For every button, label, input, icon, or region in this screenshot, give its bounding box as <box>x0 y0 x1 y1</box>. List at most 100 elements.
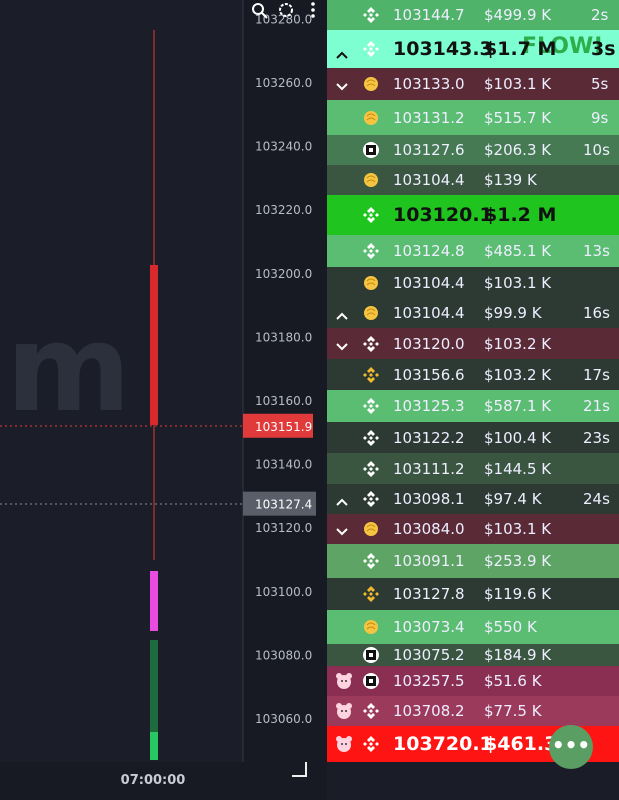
trade-amount: $144.5 K <box>484 459 552 478</box>
arrow-icon <box>335 78 349 96</box>
trade-amount: $184.9 K <box>484 646 552 664</box>
flow-badge: FLOW! <box>522 34 604 59</box>
trade-price: 103073.4 <box>393 618 465 636</box>
exchange-icon <box>362 397 380 419</box>
trade-price: 103098.1 <box>393 490 465 508</box>
trade-row: 103127.8 $119.6 K <box>327 578 619 610</box>
trade-row: 103125.3 $587.1 K 21s <box>327 390 619 422</box>
trade-row: 103120.0 $103.2 K <box>327 328 619 359</box>
trade-amount: $100.4 K <box>484 428 552 447</box>
trade-row: 103104.4 $99.9 K 16s <box>327 298 619 328</box>
trade-row: 103091.1 $253.9 K <box>327 544 619 578</box>
volume-bar <box>150 571 158 631</box>
search-icon[interactable] <box>252 3 264 15</box>
exchange-icon <box>362 171 380 193</box>
trade-price: 103111.2 <box>393 459 465 478</box>
exchange-icon <box>362 702 380 724</box>
trade-price: 103104.4 <box>393 273 465 292</box>
trade-price: 103127.8 <box>393 585 465 603</box>
trade-amount: $499.9 K <box>484 6 552 24</box>
exchange-icon <box>362 274 380 296</box>
exchange-icon <box>362 75 380 97</box>
plot-bg <box>0 0 243 762</box>
price-tag-label: 103127.4 <box>255 498 312 512</box>
candle <box>150 265 158 425</box>
trade-price: 103708.2 <box>393 702 465 720</box>
arrow-icon <box>335 338 349 356</box>
trade-amount: $253.9 K <box>484 552 552 570</box>
trade-amount: $587.1 K <box>484 397 552 415</box>
trade-age: 23s <box>583 428 610 447</box>
trade-row: 103073.4 $550 K <box>327 610 619 644</box>
exchange-icon <box>362 429 380 451</box>
trade-amount: $77.5 K <box>484 702 542 720</box>
price-tick: 103100.0 <box>255 585 312 599</box>
trade-price: 103120.0 <box>393 334 465 353</box>
price-tick: 103180.0 <box>255 330 312 344</box>
trade-amount: $51.6 K <box>484 672 542 690</box>
trade-amount: $206.3 K <box>484 141 552 159</box>
trade-amount: $139 K <box>484 171 537 189</box>
trade-amount: $103.1 K <box>484 520 552 538</box>
exchange-icon <box>362 206 380 229</box>
resize-icon[interactable] <box>292 762 307 777</box>
trade-price: 103131.2 <box>393 108 465 127</box>
trade-row: 103120.1 $1.2 M <box>327 195 619 235</box>
arrow-icon <box>335 307 349 325</box>
trade-amount: $119.6 K <box>484 585 552 603</box>
exchange-icon <box>362 141 380 163</box>
price-tick: 103280.0 <box>255 12 312 26</box>
trade-price: 103120.1 <box>393 204 493 226</box>
menu-icon <box>311 14 315 18</box>
trade-row: 103084.0 $103.1 K <box>327 514 619 544</box>
price-tick: 103200.0 <box>255 267 312 281</box>
trade-price: 103133.0 <box>393 75 465 93</box>
trade-row: 103131.2 $515.7 K 9s <box>327 100 619 135</box>
trade-row: 103111.2 $144.5 K <box>327 453 619 484</box>
trade-amount: $550 K <box>484 618 537 636</box>
more-button[interactable]: ••• <box>549 725 593 769</box>
trade-row: 103708.2 $77.5 K <box>327 696 619 726</box>
trade-age: 16s <box>583 304 610 322</box>
trade-amount: $103.1 K <box>484 75 552 93</box>
trade-row: 103127.6 $206.3 K 10s <box>327 135 619 165</box>
exchange-icon <box>362 646 380 668</box>
menu-icon[interactable] <box>311 2 315 6</box>
settings-icon[interactable] <box>279 3 293 17</box>
exchange-icon <box>362 460 380 482</box>
trade-row: 103104.4 $103.1 K <box>327 267 619 298</box>
trade-row: 103257.5 $51.6 K <box>327 666 619 696</box>
exchange-icon <box>362 304 380 326</box>
trade-age: 21s <box>583 397 610 415</box>
time-bar <box>0 762 327 800</box>
volume-bar <box>150 640 158 760</box>
axis-bg <box>243 0 327 800</box>
exchange-icon <box>362 735 380 758</box>
trade-amount: $103.2 K <box>484 365 552 384</box>
trade-amount: $1.2 M <box>484 204 557 226</box>
trade-row: 103098.1 $97.4 K 24s <box>327 484 619 514</box>
watermark: m <box>6 300 131 439</box>
trade-row: FLOW! 103143.3 $1.7 M 3s <box>327 30 619 68</box>
trade-amount: $103.2 K <box>484 334 552 353</box>
arrow-icon <box>335 43 349 65</box>
trade-price: 103156.6 <box>393 365 465 384</box>
exchange-icon <box>362 552 380 574</box>
price-tick: 103060.0 <box>255 712 312 726</box>
trade-age: 3s <box>591 38 616 60</box>
exchange-icon <box>362 618 380 640</box>
exchange-icon <box>362 366 380 388</box>
trade-price: 103127.6 <box>393 141 465 159</box>
exchange-icon <box>362 6 380 28</box>
trade-amount: $99.9 K <box>484 304 542 322</box>
trade-price: 103125.3 <box>393 397 465 415</box>
trade-price: 103091.1 <box>393 552 465 570</box>
bear-icon <box>335 735 353 758</box>
trade-price: 103257.5 <box>393 672 465 690</box>
price-tick: 103080.0 <box>255 648 312 662</box>
price-tick: 103220.0 <box>255 203 312 217</box>
arrow-icon <box>335 493 349 511</box>
trade-age: 5s <box>591 75 609 93</box>
price-tag <box>243 413 313 438</box>
exchange-icon <box>362 672 380 694</box>
